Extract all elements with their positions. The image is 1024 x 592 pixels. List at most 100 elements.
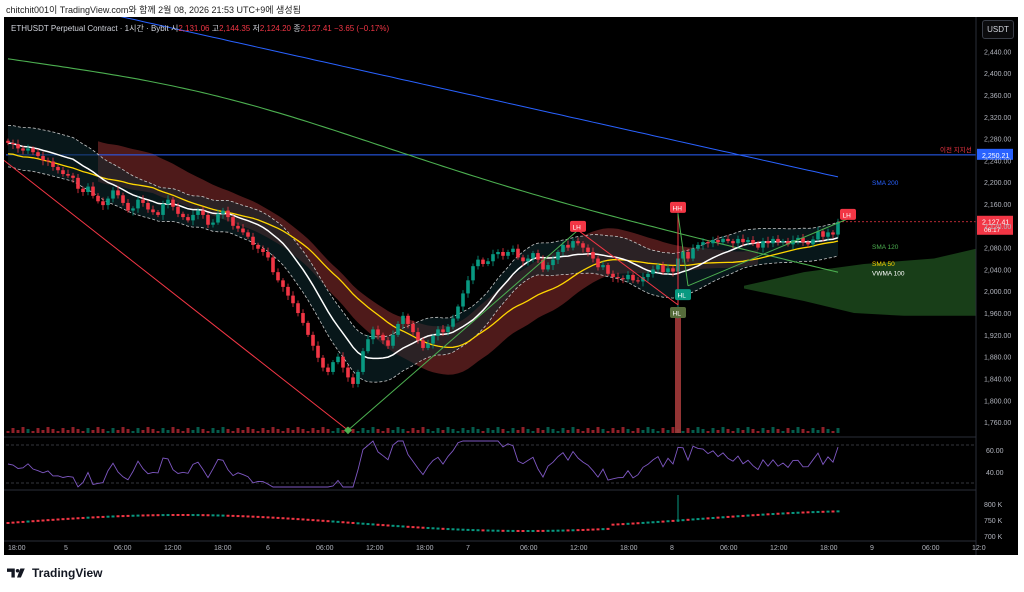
volume-osc-bar — [706, 517, 710, 520]
candle-body — [701, 242, 705, 245]
volume-bar — [146, 427, 150, 433]
candle-body — [501, 251, 505, 256]
volume-osc-bar — [566, 529, 570, 532]
candle-body — [531, 253, 535, 259]
volume-osc-bar — [16, 521, 20, 524]
volume-osc-bar — [141, 514, 145, 517]
volume-bar — [401, 429, 405, 433]
candle-body — [386, 340, 390, 346]
volume-bar — [16, 430, 20, 433]
volume-bar — [106, 431, 110, 433]
candle-body — [776, 238, 780, 243]
volume-bar — [6, 431, 10, 433]
candle-body — [181, 213, 185, 218]
volume-osc-bar — [656, 520, 660, 523]
volume-osc-bar — [296, 518, 300, 521]
volume-bar — [721, 427, 725, 433]
candle-body — [126, 202, 130, 211]
volume-bar — [786, 428, 790, 433]
volume-bar — [151, 429, 155, 433]
candle-body — [756, 243, 760, 248]
volume-osc-bar — [136, 514, 140, 517]
time-tick-label: 12:00 — [164, 545, 182, 552]
volume-osc-bar — [131, 514, 135, 517]
volume-osc-bar — [276, 516, 280, 519]
candle-body — [811, 239, 815, 245]
volume-bar — [71, 427, 75, 433]
candle-body — [696, 244, 700, 249]
volume-bar — [736, 428, 740, 433]
volume-bar — [746, 427, 750, 433]
candle-body — [101, 201, 105, 206]
volume-osc-bar — [761, 513, 765, 516]
time-tick-label: 18:00 — [416, 545, 434, 552]
price-tick-label: 2,160.00 — [984, 202, 1011, 209]
volume-bar — [296, 427, 300, 433]
volume-osc-bar — [771, 513, 775, 516]
volume-bar — [701, 429, 705, 433]
volume-osc-bar — [471, 529, 475, 532]
volume-bar — [761, 428, 765, 433]
volume-osc-bar — [711, 516, 715, 519]
candle-body — [96, 195, 100, 202]
volume-bar — [86, 428, 90, 433]
volume-bar — [326, 429, 330, 433]
price-tick-label: 2,320.00 — [984, 115, 1011, 122]
candle-body — [486, 261, 490, 264]
volume-bar — [91, 430, 95, 433]
tradingview-logo[interactable]: TradingView — [7, 565, 102, 581]
volume-osc-bar — [736, 515, 740, 518]
volume-bar — [211, 428, 215, 433]
candle-body — [831, 232, 835, 235]
volume-osc-bar — [241, 515, 245, 518]
price-tick-label: 2,360.00 — [984, 93, 1011, 100]
volume-osc-bar — [781, 512, 785, 515]
candle-body — [686, 251, 690, 259]
volume-osc-bar — [351, 521, 355, 524]
volume-bar — [56, 431, 60, 433]
volume-bar — [391, 430, 395, 433]
volume-bar — [141, 430, 145, 433]
volume-osc-bar — [506, 529, 510, 532]
volume-osc-bar — [681, 519, 685, 522]
volume-bar — [511, 428, 515, 433]
volume-osc-bar — [326, 520, 330, 523]
volume-osc-bar — [331, 520, 335, 523]
candle-body — [351, 377, 355, 384]
swing-label-text: HL — [673, 311, 682, 318]
volume-osc-bar — [636, 522, 640, 525]
candle-body — [671, 268, 675, 272]
volume-bar — [811, 428, 815, 433]
volume-bar — [436, 428, 440, 433]
volume-bar — [616, 430, 620, 433]
volume-bar — [741, 430, 745, 433]
volume-bar — [156, 431, 160, 433]
candle-body — [496, 251, 500, 255]
volume-osc-bar — [291, 517, 295, 520]
volume-bar — [686, 428, 690, 433]
volume-osc-bar — [96, 516, 100, 519]
chart-panel[interactable]: 이전 지지선 2,250.21 2,127.41 06:17 SMA 200 SMA 1… — [4, 17, 1018, 555]
volume-osc-bar — [731, 515, 735, 518]
volume-osc-bar — [316, 519, 320, 522]
price-tick-label: 2,040.00 — [984, 267, 1011, 274]
symbol-title[interactable]: ETHUSDT Perpetual Contract · 1시간 · Bybit — [11, 24, 169, 33]
volume-osc-bar — [826, 510, 830, 513]
volume-osc-bar — [791, 511, 795, 514]
volume-bar — [446, 427, 450, 433]
candle-body — [196, 210, 200, 215]
volume-osc-bar — [416, 526, 420, 529]
volume-bar — [531, 431, 535, 433]
volume-bar — [181, 431, 185, 433]
volume-osc-bar — [271, 516, 275, 519]
candle-body — [571, 241, 575, 248]
time-tick-label: 18:00 — [8, 545, 26, 552]
volume-bar — [196, 427, 200, 433]
time-tick-label: 06:00 — [720, 545, 738, 552]
volume-osc-bar — [181, 514, 185, 517]
price-tick-label: 2,240.00 — [984, 158, 1011, 165]
volume-bar — [471, 427, 475, 433]
currency-button[interactable]: USDT — [982, 20, 1014, 39]
